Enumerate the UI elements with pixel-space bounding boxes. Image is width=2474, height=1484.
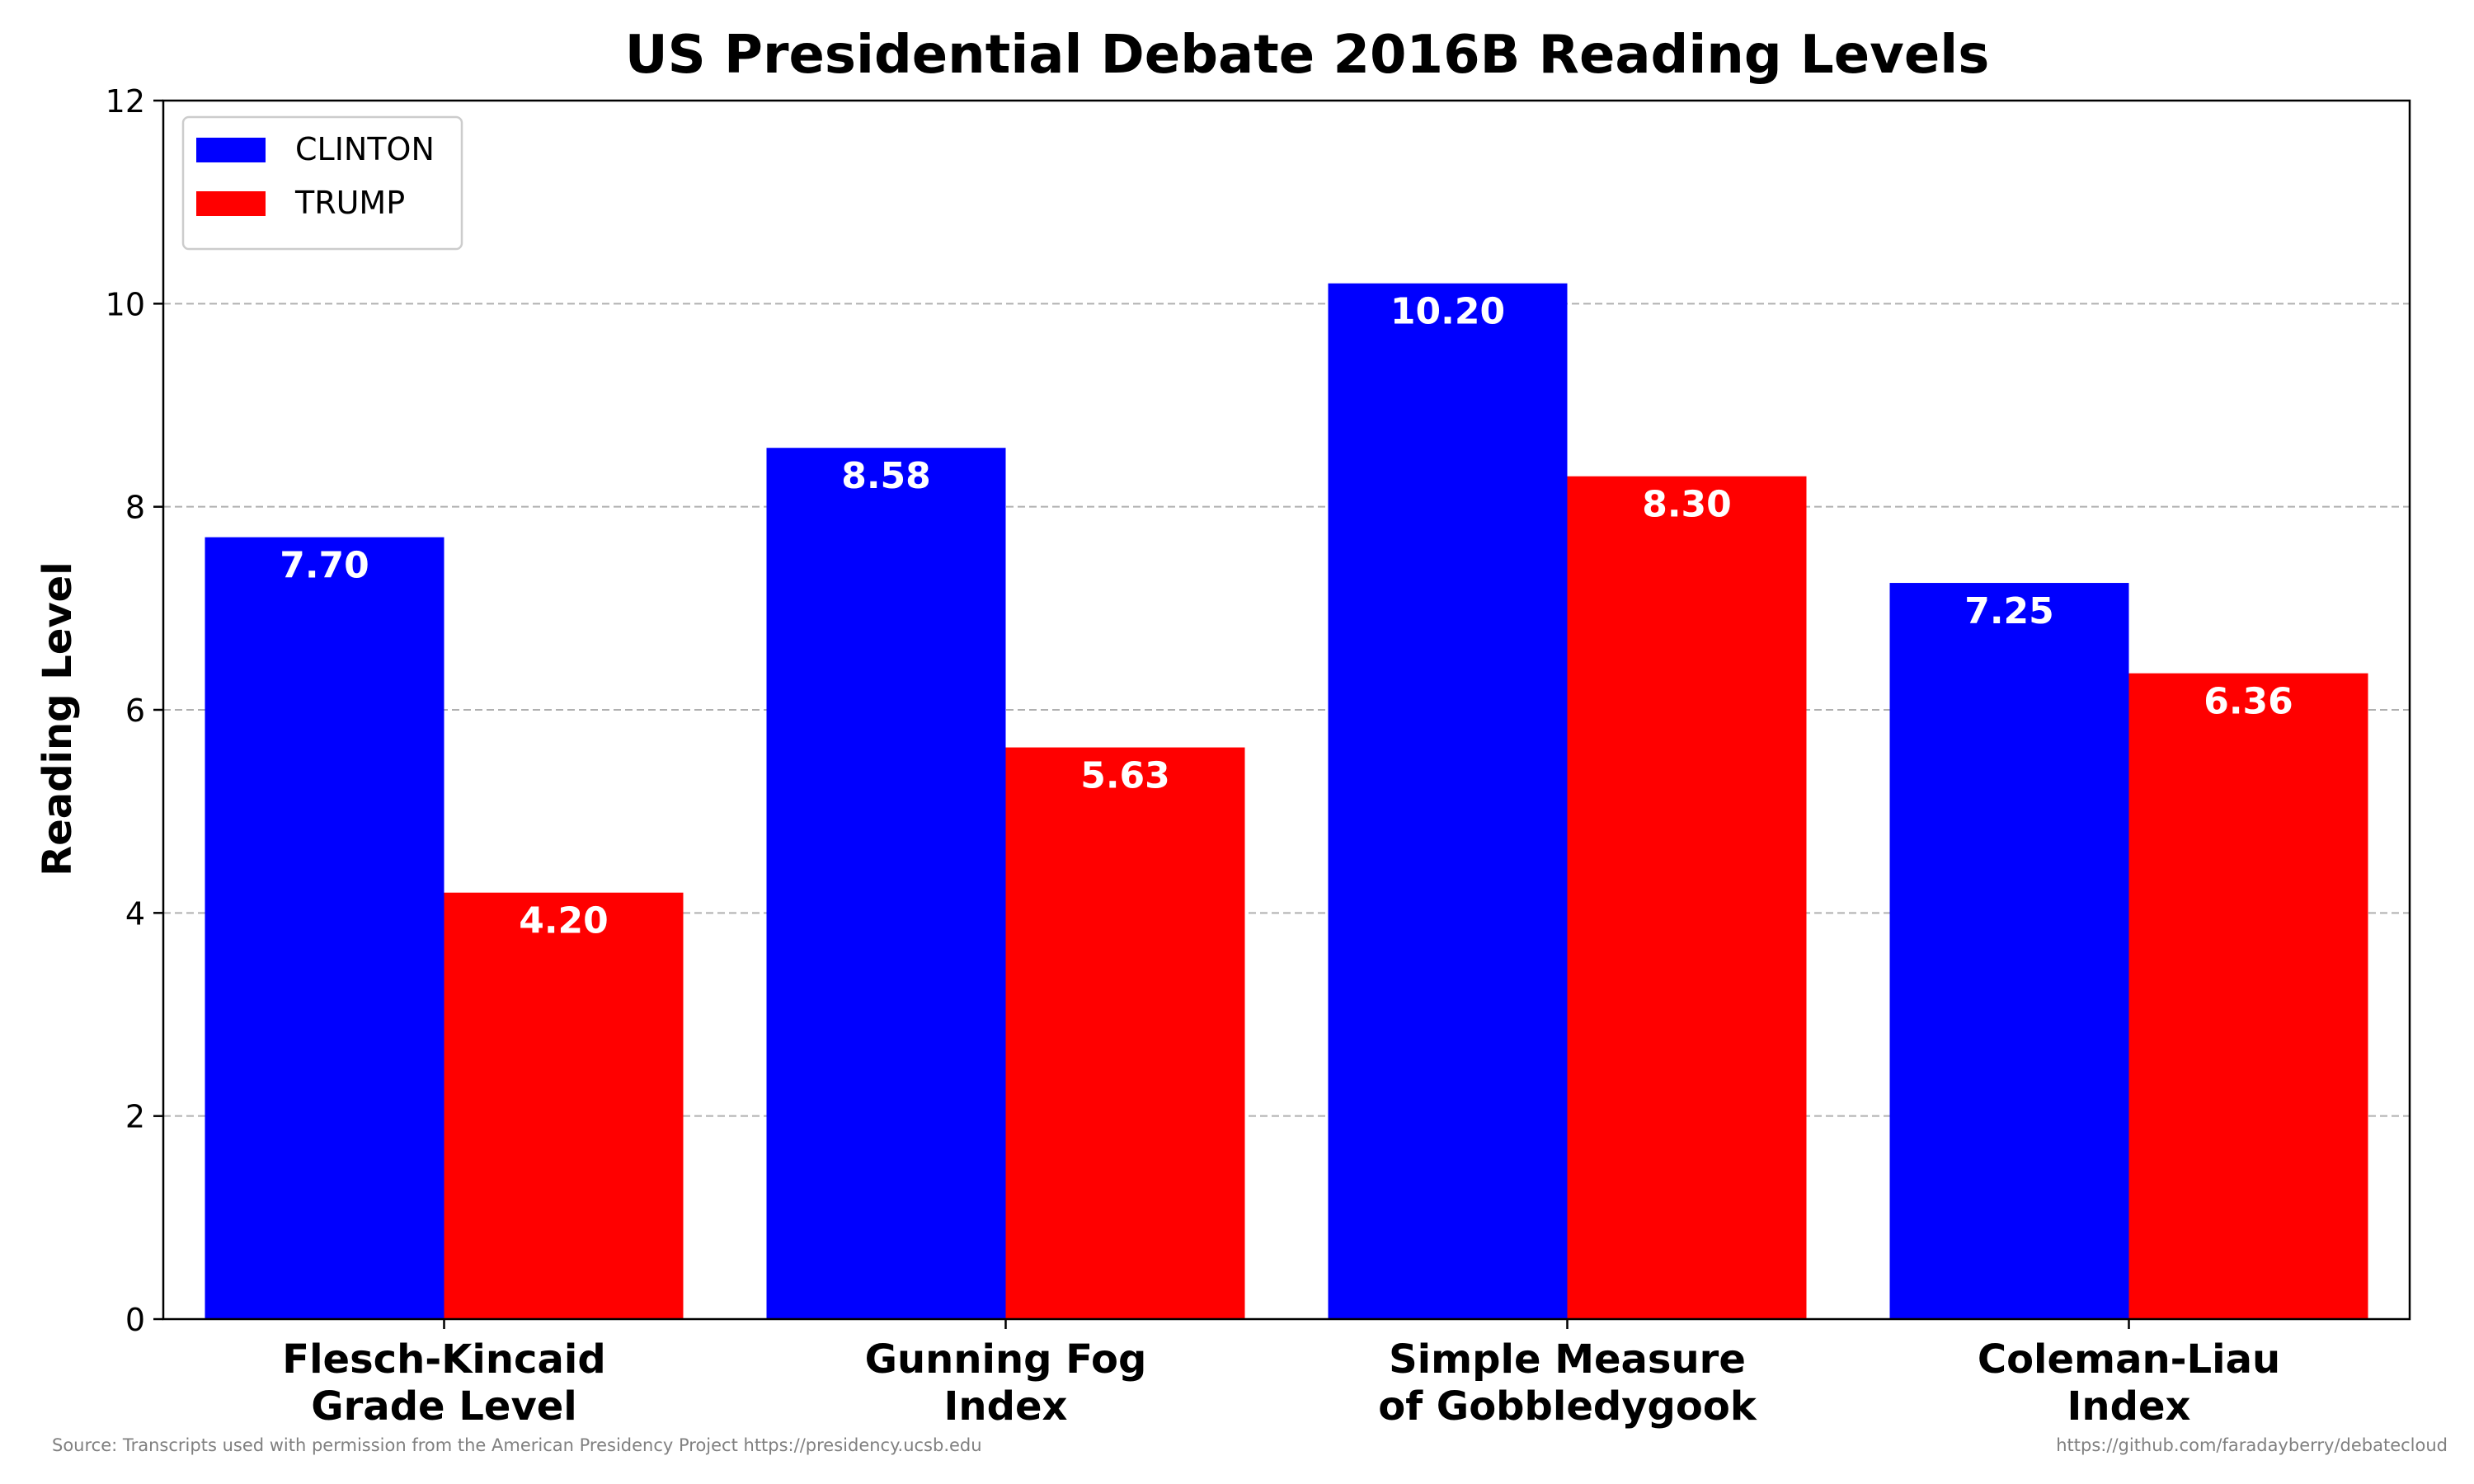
- bar-value-label: 6.36: [2204, 681, 2293, 723]
- y-tick-label: 10: [106, 286, 145, 322]
- y-tick-label: 4: [125, 895, 145, 932]
- source-note: Source: Transcripts used with permission…: [52, 1435, 982, 1455]
- data-labels: 7.70 4.20 8.58 5.63 10.20 8.30 7.25 6.36: [280, 291, 2293, 942]
- legend: CLINTON TRUMP: [181, 115, 463, 251]
- bar-value-label: 4.20: [519, 900, 609, 942]
- bar-value-label: 7.25: [1964, 590, 2054, 632]
- bar-trump: [1005, 747, 1245, 1319]
- bar-value-label: 8.30: [1642, 484, 1732, 526]
- chart-title: US Presidential Debate 2016B Reading Lev…: [625, 25, 1990, 86]
- x-tick-label: Simple Measure: [1389, 1336, 1746, 1383]
- bar-trump: [2128, 673, 2368, 1319]
- x-tick-label: Index: [2067, 1383, 2191, 1430]
- y-tick-label: 0: [125, 1302, 145, 1338]
- legend-label-trump: TRUMP: [294, 185, 405, 221]
- bar-value-label: 5.63: [1080, 755, 1170, 797]
- y-tick-label: 2: [125, 1099, 145, 1135]
- y-tick-label: 12: [106, 83, 145, 120]
- bar-value-label: 10.20: [1390, 291, 1505, 333]
- legend-swatch-trump: [196, 191, 266, 216]
- bar-clinton: [205, 537, 444, 1319]
- y-tick-label: 6: [125, 693, 145, 729]
- y-tick-label: 8: [125, 490, 145, 526]
- bar-clinton: [766, 448, 1006, 1319]
- x-tick-label: Index: [944, 1383, 1068, 1430]
- repo-url: https://github.com/faradayberry/debatecl…: [2056, 1435, 2448, 1455]
- y-axis-label: Reading Level: [35, 561, 81, 876]
- x-tick-label: of Gobbledygook: [1378, 1383, 1757, 1430]
- x-tick-label: Gunning Fog: [865, 1336, 1147, 1383]
- bars: [205, 283, 2368, 1320]
- bar-trump: [444, 892, 684, 1319]
- legend-swatch-clinton: [196, 138, 266, 162]
- x-tick-label: Coleman-Liau: [1978, 1336, 2280, 1383]
- bar-value-label: 8.58: [841, 455, 931, 497]
- x-tick-label: Flesch-Kincaid: [282, 1336, 605, 1383]
- bar-value-label: 7.70: [280, 545, 369, 587]
- bar-trump: [1567, 476, 1807, 1319]
- x-tick-label: Grade Level: [311, 1383, 577, 1430]
- bar-clinton: [1328, 283, 1568, 1320]
- bar-clinton: [1889, 583, 2129, 1319]
- legend-label-clinton: CLINTON: [295, 131, 435, 167]
